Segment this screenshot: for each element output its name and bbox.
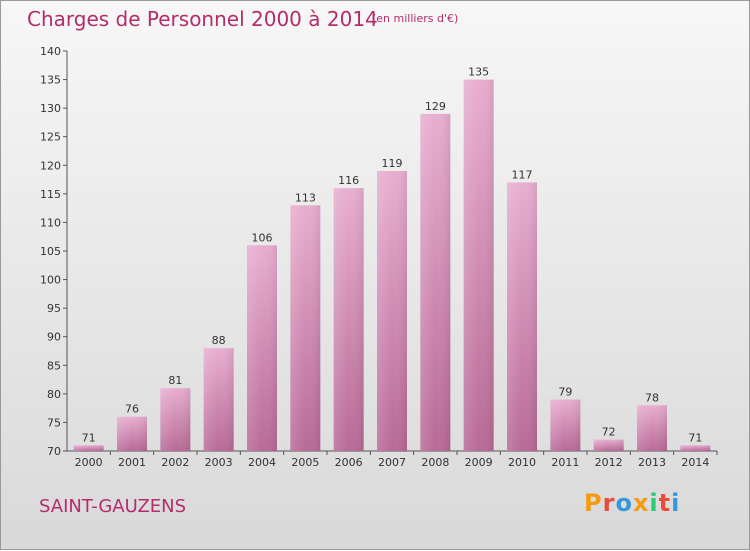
x-tick-label: 2011 xyxy=(551,456,579,469)
y-tick-label: 105 xyxy=(40,245,61,258)
logo-letter: i xyxy=(649,489,659,517)
x-tick-label: 2008 xyxy=(421,456,449,469)
x-tick-label: 2006 xyxy=(335,456,363,469)
data-label: 78 xyxy=(645,391,659,404)
y-tick-label: 130 xyxy=(40,102,61,115)
bar-shading xyxy=(637,405,667,451)
proxiti-logo: Proxiti xyxy=(584,489,680,517)
y-tick-label: 70 xyxy=(47,445,61,458)
logo-letter: o xyxy=(615,489,633,517)
y-tick-label: 115 xyxy=(40,188,61,201)
data-label: 119 xyxy=(382,157,403,170)
data-label: 135 xyxy=(468,66,489,79)
y-tick-label: 85 xyxy=(47,359,61,372)
commune-name: SAINT-GAUZENS xyxy=(39,496,187,517)
y-tick-label: 95 xyxy=(47,302,61,315)
data-label: 129 xyxy=(425,100,446,113)
bar-shading xyxy=(117,416,147,451)
bar-shading xyxy=(333,188,364,451)
data-label: 117 xyxy=(512,168,533,181)
x-tick-label: 2005 xyxy=(291,456,319,469)
x-tick-label: 2003 xyxy=(205,456,233,469)
bar-shading xyxy=(203,348,234,451)
data-label: 71 xyxy=(82,431,96,444)
chart-subtitle: (en milliers d'€) xyxy=(372,12,459,25)
data-label: 71 xyxy=(688,431,702,444)
y-tick-label: 140 xyxy=(40,45,61,58)
logo-letter: x xyxy=(632,489,650,517)
chart-axes: 70 75 80 85 90 95 100 105 110 115 120 125 130 135 140 2… xyxy=(40,45,718,469)
bar-shading xyxy=(73,445,104,451)
bar-shading xyxy=(247,245,277,451)
x-tick-label: 2013 xyxy=(638,456,666,469)
bar-shading xyxy=(593,439,624,451)
data-label: 88 xyxy=(212,334,226,347)
bar-shading xyxy=(290,205,321,451)
bar-shading xyxy=(377,171,407,451)
data-label: 76 xyxy=(125,403,139,416)
data-label: 81 xyxy=(168,374,182,387)
x-tick-label: 2012 xyxy=(595,456,623,469)
data-label: 79 xyxy=(558,386,572,399)
x-tick-label: 2010 xyxy=(508,456,536,469)
logo-letter: t xyxy=(658,489,672,517)
y-tick-label: 75 xyxy=(47,416,61,429)
bar-shading xyxy=(507,182,537,451)
data-label: 116 xyxy=(338,174,359,187)
x-tick-label: 2001 xyxy=(118,456,146,469)
y-tick-label: 100 xyxy=(40,274,61,287)
x-tick-label: 2000 xyxy=(75,456,103,469)
bar-shading xyxy=(420,113,451,451)
y-tick-label: 135 xyxy=(40,74,61,87)
data-label: 113 xyxy=(295,191,316,204)
y-tick-label: 120 xyxy=(40,159,61,172)
bar-shading xyxy=(680,445,711,451)
y-tick-label: 125 xyxy=(40,131,61,144)
chart-title: Charges de Personnel 2000 à 2014 xyxy=(27,7,378,31)
y-tick-label: 80 xyxy=(47,388,61,401)
bar-shading xyxy=(550,399,581,451)
x-tick-label: 2009 xyxy=(465,456,493,469)
logo-letter: P xyxy=(584,489,603,517)
data-label: 106 xyxy=(252,231,273,244)
y-tick-label: 90 xyxy=(47,331,61,344)
x-tick-label: 2014 xyxy=(681,456,709,469)
logo-letter: i xyxy=(671,489,681,517)
bar-shading xyxy=(160,388,191,451)
logo-letter: r xyxy=(602,489,616,517)
chart-bars: 71 76 81 88 106 113 116 119 129 135 117 79 72 78 71 xyxy=(73,66,711,452)
x-tick-label: 2002 xyxy=(161,456,189,469)
x-tick-label: 2007 xyxy=(378,456,406,469)
bar-shading xyxy=(463,79,494,452)
y-tick-label: 110 xyxy=(40,216,61,229)
x-tick-label: 2004 xyxy=(248,456,276,469)
data-label: 72 xyxy=(602,426,616,439)
